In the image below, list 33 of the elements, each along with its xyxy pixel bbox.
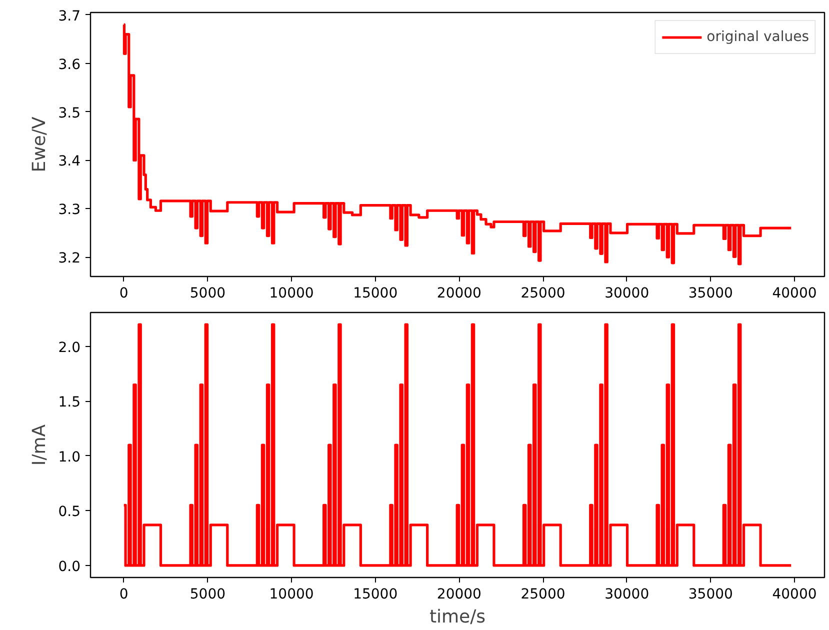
x-tick-label: 35000 [688,286,733,302]
x-tick-label: 5000 [190,286,226,302]
y-tick-label: 1.0 [58,449,80,466]
x-tick-label: 30000 [604,286,650,302]
x-tick-label: 10000 [269,286,314,302]
y-tick-label: 1.5 [58,394,80,411]
y-tick-label: 3.2 [58,250,80,267]
x-axis-title: time/s [429,606,486,628]
y-tick-label: 2.0 [58,340,80,356]
x-tick-label: 15000 [353,586,398,602]
y-tick-label: 3.3 [58,202,80,218]
x-tick-label: 40000 [772,286,817,302]
x-tick-label: 10000 [269,586,314,602]
x-tick-label: 20000 [436,286,482,302]
x-tick-label: 15000 [353,286,398,302]
x-tick-label: 35000 [688,586,733,602]
y-tick-label: 3.4 [58,154,81,170]
y-tick-label: 0.0 [58,558,80,575]
y-axis-title: Ewe/V [29,116,50,172]
y-tick-label: 3.5 [58,105,80,122]
y-axis-title: I/mA [29,424,50,466]
y-tick-label: 3.7 [58,8,80,24]
x-tick-label: 25000 [520,286,566,302]
x-tick-label: 20000 [436,586,482,602]
y-tick-label: 0.5 [58,504,80,520]
x-tick-label: 25000 [520,586,566,602]
y-tick-label: 3.6 [58,56,81,73]
x-tick-label: 0 [119,286,128,302]
x-tick-label: 5000 [190,586,226,602]
x-tick-label: 0 [119,586,128,602]
x-tick-label: 40000 [772,586,817,602]
legend-label: original values [706,29,809,45]
x-tick-label: 30000 [604,586,650,602]
